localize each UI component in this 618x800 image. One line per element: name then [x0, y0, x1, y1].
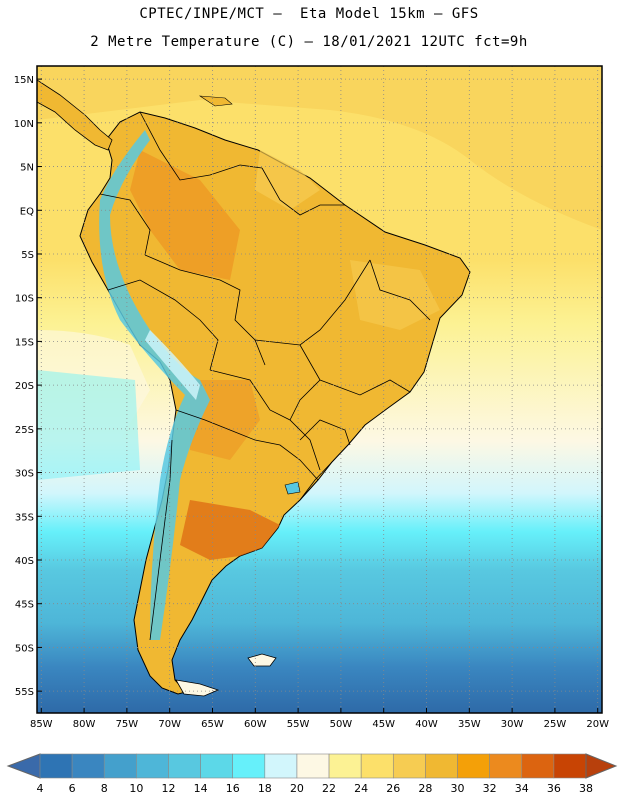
- colorbar-swatch: [39, 753, 73, 779]
- colorbar-swatch: [360, 753, 394, 779]
- colorbar-swatch: [200, 753, 234, 779]
- lon-tick-label: 70W: [158, 719, 181, 730]
- colorbar-label: 28: [418, 782, 432, 795]
- lon-tick-label: 40W: [415, 719, 438, 730]
- latitude-labels: 15N 10N 5N EQ 5S 10S 15S 20S 25S 30S 35S 40S 45S 50S 5…: [14, 75, 42, 698]
- country-borders: [99, 111, 431, 641]
- colorbar-label: 14: [194, 782, 208, 795]
- falkland-islands: [247, 653, 277, 667]
- lat-tick-label: 15S: [15, 337, 34, 348]
- longitude-labels: 85W 80W 75W 70W 65W 60W 55W 50W 45W 40W 35W 30W 25W 2…: [30, 708, 609, 730]
- lat-tick-label: 40S: [15, 556, 34, 567]
- colorbar-label: 24: [354, 782, 368, 795]
- colorbar-label: 16: [226, 782, 240, 795]
- colorbar-label: 30: [451, 782, 465, 795]
- colorbar-swatch: [232, 753, 266, 779]
- lat-tick-label: 25S: [15, 425, 34, 436]
- colorbar-label: 38: [579, 782, 593, 795]
- colorbar-swatch: [103, 753, 137, 779]
- colorbar-swatch: [457, 753, 490, 779]
- lon-tick-label: 85W: [30, 719, 53, 730]
- lon-tick-label: 20W: [586, 719, 609, 730]
- cold-pacific-patch: [37, 370, 140, 480]
- colorbar-swatch: [425, 753, 458, 779]
- colorbar-low-arrow: [6, 753, 41, 779]
- lat-tick-label: 10S: [15, 294, 34, 305]
- chart-title: CPTEC/INPE/MCT – Eta Model 15km – GFS: [139, 6, 479, 22]
- map-area: [37, 66, 602, 713]
- lon-tick-label: 25W: [544, 719, 567, 730]
- lon-tick-label: 60W: [244, 719, 267, 730]
- lat-tick-label: EQ: [20, 206, 34, 217]
- colorbar-label: 10: [129, 782, 143, 795]
- amazon-hot-zone: [130, 150, 240, 280]
- colorbar-swatch: [521, 753, 555, 779]
- colorbar-label: 6: [69, 782, 76, 795]
- lat-tick-label: 20S: [15, 381, 34, 392]
- colorbar-label: 8: [101, 782, 108, 795]
- lat-tick-label: 50S: [15, 643, 34, 654]
- colorbar-swatch: [296, 753, 330, 779]
- lagoon: [284, 481, 301, 495]
- colorbar-swatch: [136, 753, 169, 779]
- lat-tick-label: 30S: [15, 469, 34, 480]
- colorbar-swatch: [71, 753, 105, 779]
- central-america: [37, 79, 113, 151]
- lat-tick-label: 5N: [20, 163, 34, 174]
- caribbean-island: [198, 95, 233, 107]
- chart-subtitle: 2 Metre Temperature (C) – 18/01/2021 12U…: [90, 34, 528, 50]
- lat-tick-label: 35S: [15, 512, 34, 523]
- lat-tick-label: 15N: [14, 75, 34, 86]
- lon-tick-label: 80W: [73, 719, 96, 730]
- colorbar-label: 18: [258, 782, 272, 795]
- colorbar-label: 4: [37, 782, 44, 795]
- lat-tick-label: 45S: [15, 600, 34, 611]
- altiplano-cold: [145, 330, 200, 400]
- lat-tick-label: 55S: [15, 687, 34, 698]
- guiana-zone: [255, 150, 320, 210]
- colorbar-label: 26: [386, 782, 400, 795]
- colorbar-label: 12: [161, 782, 175, 795]
- colorbar-swatch: [392, 753, 426, 779]
- colorbar-label: 36: [547, 782, 561, 795]
- colorbar-swatch: [168, 753, 201, 779]
- lat-tick-label: 10N: [14, 119, 34, 130]
- lon-tick-label: 35W: [458, 719, 481, 730]
- lat-tick-label: 5S: [21, 250, 34, 261]
- tierra-del-fuego: [175, 679, 220, 697]
- map-frame: [36, 65, 603, 714]
- colorbar-high-arrow: [585, 753, 618, 779]
- lon-tick-label: 75W: [116, 719, 139, 730]
- colorbar-swatch: [328, 753, 362, 779]
- lon-tick-label: 65W: [201, 719, 224, 730]
- lon-tick-label: 45W: [372, 719, 395, 730]
- warm-ocean-patch: [37, 66, 602, 230]
- colorbar-swatch: [489, 753, 523, 779]
- colorbar-label: 22: [322, 782, 336, 795]
- lon-tick-label: 30W: [501, 719, 524, 730]
- lon-tick-label: 55W: [287, 719, 310, 730]
- colorbar-label: 34: [515, 782, 529, 795]
- colorbar-swatch: [553, 753, 587, 779]
- lon-tick-label: 50W: [330, 719, 353, 730]
- colorbar-label: 32: [483, 782, 497, 795]
- colorbar-swatch: [264, 753, 298, 779]
- colorbar: 4 6 8 10 12 14 16 18 20 22 24 26 28 30 32 34 36 38: [6, 753, 618, 795]
- colorbar-label: 20: [290, 782, 304, 795]
